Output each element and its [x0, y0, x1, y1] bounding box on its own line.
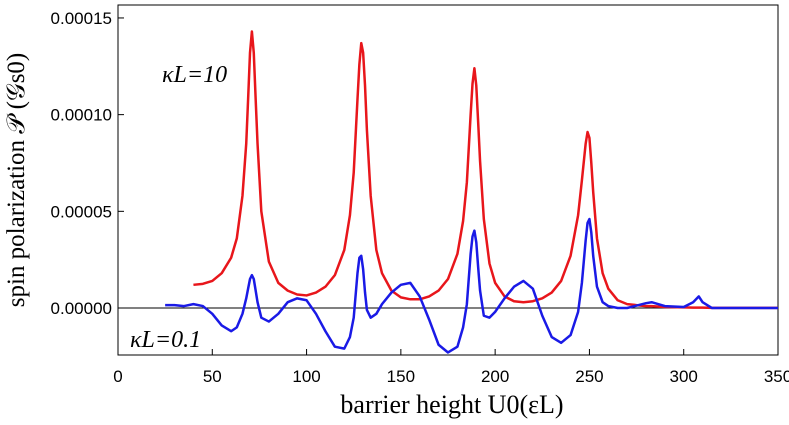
x-axis-label: barrier height U0(εL): [340, 390, 563, 419]
y-tick-label: 0.00015: [51, 9, 112, 28]
y-tick-label: 0.00000: [51, 299, 112, 318]
x-tick-label: 350: [764, 367, 789, 386]
y-axis-label: spin polarization 𝒫 (𝒢s0): [3, 53, 30, 308]
y-tick-label: 0.00005: [51, 202, 112, 221]
x-tick-label: 300: [670, 367, 698, 386]
x-tick-label: 250: [575, 367, 603, 386]
x-tick-label: 200: [481, 367, 509, 386]
series-line: [165, 217, 778, 354]
y-tick-label: 0.00010: [51, 106, 112, 125]
annotation: κL=0.1: [130, 327, 201, 353]
annotation: κL=10: [162, 62, 227, 88]
x-tick-label: 150: [387, 367, 415, 386]
x-tick-label: 100: [292, 367, 320, 386]
series-line: [193, 30, 778, 310]
x-tick-label: 0: [113, 367, 122, 386]
x-tick-label: 50: [203, 367, 222, 386]
plot-frame: [117, 4, 779, 356]
